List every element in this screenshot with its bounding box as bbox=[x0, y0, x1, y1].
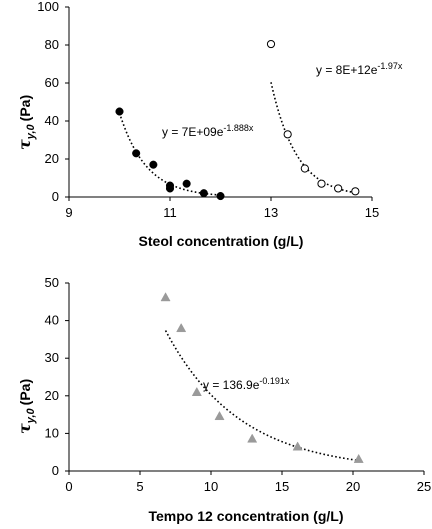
steol-y-tick-label: 20 bbox=[45, 151, 59, 166]
steol-trendline-1 bbox=[270, 82, 356, 194]
tempo-chart: 0 5 10 15 20 25 0 10 20 30 40 50 y = 136.9e-0.191x… bbox=[15, 275, 431, 524]
steol-x-tick-label: 13 bbox=[264, 205, 278, 220]
tempo-y-tick-label: 20 bbox=[45, 388, 59, 403]
tempo-data-point-s0 bbox=[176, 323, 187, 333]
steol-data-point-s1 bbox=[283, 130, 292, 139]
steol-y-axis: 0 20 40 60 80 100 bbox=[37, 0, 70, 204]
tempo-y-axis: 0 10 20 30 40 50 bbox=[45, 275, 70, 478]
steol-x-tick-label: 11 bbox=[163, 205, 177, 220]
steol-y-tick-label: 0 bbox=[52, 189, 59, 204]
tempo-x-ticks: 0 5 10 15 20 25 bbox=[65, 471, 431, 494]
steol-data-point-s0 bbox=[182, 179, 191, 188]
steol-data-point-s1 bbox=[300, 164, 309, 173]
tempo-y-tick-label: 10 bbox=[45, 425, 59, 440]
steol-y-tick-label: 60 bbox=[45, 75, 59, 90]
tempo-x-tick-label: 5 bbox=[136, 479, 143, 494]
steol-x-axis: 9 11 13 15 bbox=[65, 196, 379, 220]
steol-equation-filled: y = 7E+09e-1.888x bbox=[162, 123, 254, 139]
steol-y-ticks: 0 20 40 60 80 100 bbox=[37, 0, 69, 204]
steol-data-point-s1 bbox=[266, 39, 276, 49]
steol-data-point-s0 bbox=[165, 184, 175, 193]
tempo-data-point-s0 bbox=[160, 292, 171, 302]
tempo-y-ticks: 0 10 20 30 40 50 bbox=[45, 275, 69, 478]
tempo-y-tick-label: 40 bbox=[45, 313, 59, 328]
tempo-x-tick-label: 20 bbox=[346, 479, 360, 494]
steol-y-tick-label: 100 bbox=[37, 0, 59, 14]
tempo-data-point-s0 bbox=[247, 433, 258, 443]
steol-data-point-s0 bbox=[216, 192, 225, 201]
steol-y-axis-title: τy,0(Pa) bbox=[15, 95, 37, 150]
steol-points bbox=[115, 39, 360, 201]
tempo-x-tick-label: 10 bbox=[204, 479, 218, 494]
tempo-x-tick-label: 25 bbox=[417, 479, 431, 494]
steol-trendlines bbox=[118, 82, 356, 196]
tempo-equation: y = 136.9e-0.191x bbox=[203, 376, 290, 392]
tempo-data-point-s0 bbox=[353, 453, 364, 463]
tempo-y-axis-title: τy,0(Pa) bbox=[15, 379, 37, 434]
steol-data-point-s0 bbox=[115, 107, 124, 116]
steol-x-axis-title: Steol concentration (g/L) bbox=[139, 233, 304, 249]
steol-x-tick-label: 15 bbox=[365, 205, 379, 220]
steol-data-point-s1 bbox=[334, 184, 343, 193]
tempo-x-tick-label: 15 bbox=[275, 479, 289, 494]
steol-x-tick-label: 9 bbox=[65, 205, 72, 220]
tempo-data-point-s0 bbox=[214, 410, 225, 421]
steol-data-point-s0 bbox=[132, 149, 141, 158]
steol-y-tick-label: 80 bbox=[45, 37, 59, 52]
tempo-data-point-s0 bbox=[292, 441, 303, 451]
steol-y-tick-label: 40 bbox=[45, 113, 59, 128]
steol-data-point-s0 bbox=[199, 189, 208, 198]
tempo-x-tick-label: 0 bbox=[65, 479, 72, 494]
tempo-x-axis-title: Tempo 12 concentration (g/L) bbox=[149, 508, 344, 524]
tempo-data-point-s0 bbox=[191, 386, 202, 396]
tempo-y-tick-label: 50 bbox=[45, 275, 59, 290]
steol-x-ticks: 9 11 13 15 bbox=[65, 197, 379, 220]
tempo-y-tick-label: 0 bbox=[52, 463, 59, 478]
steol-data-point-s0 bbox=[149, 160, 158, 169]
steol-data-point-s1 bbox=[351, 187, 360, 196]
steol-equation-open: y = 8E+12e-1.97x bbox=[316, 61, 403, 77]
tempo-x-axis: 0 5 10 15 20 25 bbox=[65, 470, 431, 494]
steol-chart: 9 11 13 15 0 20 40 60 80 100 y = 7E+09e-1.888x y… bbox=[15, 0, 403, 249]
tempo-y-tick-label: 30 bbox=[45, 350, 59, 365]
tempo-points bbox=[160, 292, 364, 463]
steol-data-point-s1 bbox=[317, 179, 326, 188]
